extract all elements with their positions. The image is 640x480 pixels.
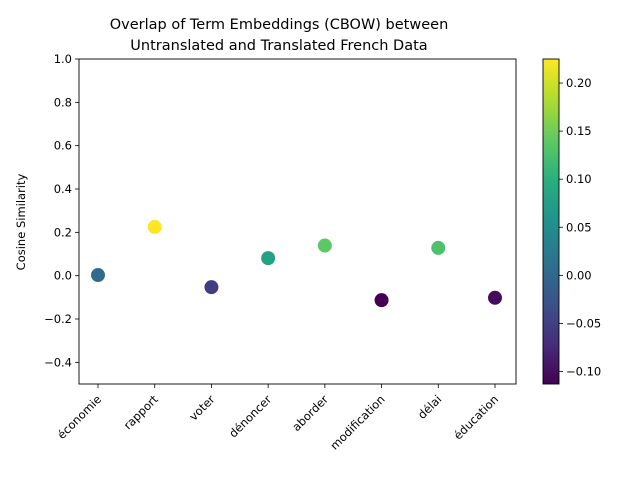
colorbar-tick-label: 0.10 — [566, 172, 592, 186]
y-tick-label: 0.0 — [54, 269, 72, 283]
y-tick-label: 0.8 — [54, 95, 72, 109]
x-tick-label: délai — [415, 392, 445, 422]
plot-frame — [78, 58, 517, 385]
y-tick-label: 1.0 — [54, 52, 72, 66]
y-tick-label: −0.2 — [44, 312, 72, 326]
data-point — [431, 240, 446, 255]
y-tick-label: 0.6 — [54, 139, 72, 153]
data-point — [261, 251, 276, 266]
data-point — [374, 293, 389, 308]
chart-title-line-1: Overlap of Term Embeddings (CBOW) betwee… — [110, 17, 449, 33]
plot-area: −0.4 −0.2 0.0 0.2 0.4 0.6 0.8 1.0 économie rappor… — [44, 52, 502, 453]
x-tick-label: modification — [327, 392, 387, 452]
x-tick-label: éducation — [451, 392, 501, 442]
x-tick-label: voter — [186, 392, 217, 423]
data-point — [91, 268, 105, 283]
y-axis-label: Cosine Similarity — [14, 173, 28, 270]
x-tick-label: rapport — [121, 392, 161, 432]
colorbar-tick-label: 0.05 — [566, 220, 592, 234]
colorbar-tick-label: 0.15 — [566, 124, 592, 138]
x-tick-label: économie — [54, 392, 104, 442]
y-tick-label: 0.2 — [54, 225, 72, 239]
data-point — [204, 280, 219, 295]
data-point — [317, 238, 332, 253]
x-tick-label: aborder — [289, 392, 331, 434]
y-tick-label: −0.4 — [44, 355, 72, 369]
y-tick-label: 0.4 — [54, 182, 72, 196]
data-point — [488, 290, 502, 305]
colorbar: −0.10 −0.05 0.00 0.05 0.10 0.15 0.20 — [542, 58, 601, 385]
chart-title-line-2: Untranslated and Translated French Data — [130, 38, 427, 54]
x-tick-label: dénoncer — [226, 392, 274, 440]
colorbar-tick-label: 0.00 — [566, 268, 592, 282]
colorbar-tick-label: 0.20 — [566, 76, 592, 90]
colorbar-tick-label: −0.05 — [566, 316, 601, 330]
colorbar-gradient — [542, 58, 560, 385]
data-point — [147, 219, 162, 234]
colorbar-tick-label: −0.10 — [566, 365, 601, 379]
